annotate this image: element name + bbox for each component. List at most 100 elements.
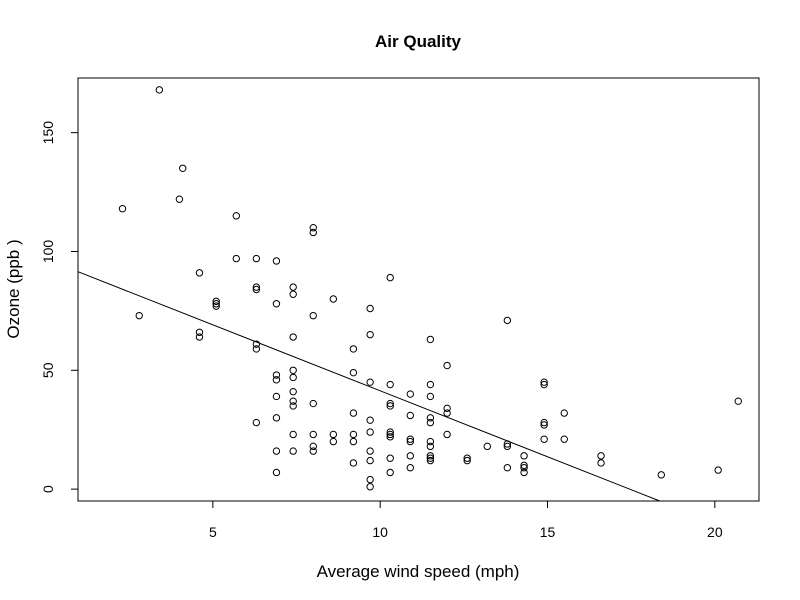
data-point: [272, 371, 281, 379]
data-point: [463, 456, 471, 465]
data-point: [406, 452, 415, 460]
data-point: [309, 430, 317, 439]
data-point: [406, 390, 415, 398]
data-point: [272, 468, 281, 477]
data-point: [443, 361, 451, 370]
data-point: [426, 380, 435, 389]
data-point: [252, 285, 261, 294]
data-point: [406, 437, 415, 446]
data-point: [366, 378, 374, 386]
data-point: [309, 447, 317, 455]
data-point: [540, 435, 548, 443]
data-point: [540, 380, 548, 389]
x-tick-label: 5: [209, 524, 217, 540]
data-point: [289, 333, 297, 341]
data-point: [426, 418, 435, 427]
data-point: [135, 311, 143, 320]
data-point: [309, 228, 317, 237]
data-point: [366, 416, 374, 424]
data-point: [406, 435, 415, 443]
data-point: [386, 454, 394, 462]
data-point: [386, 273, 394, 282]
data-point: [212, 302, 220, 310]
data-point: [289, 397, 297, 405]
data-point: [195, 269, 204, 277]
y-tick-label: 150: [40, 121, 56, 145]
data-point: [443, 409, 451, 417]
data-point: [349, 409, 358, 417]
regression-line: [77, 271, 660, 502]
data-point: [426, 452, 435, 460]
data-point: [734, 397, 742, 405]
data-point: [503, 464, 512, 472]
data-point: [560, 435, 568, 443]
data-point: [366, 456, 374, 465]
data-point: [289, 366, 297, 374]
data-point: [349, 437, 358, 446]
data-point: [272, 300, 281, 308]
data-point: [309, 399, 317, 408]
data-point: [179, 164, 187, 173]
y-axis: 0 50 100 150: [40, 121, 79, 493]
data-point: [329, 430, 338, 439]
data-point: [212, 297, 220, 306]
data-point: [520, 461, 528, 470]
data-point: [503, 316, 512, 325]
data-point: [386, 428, 394, 436]
data-point: [560, 409, 568, 417]
data-point: [597, 459, 605, 467]
data-point: [272, 257, 281, 265]
data-point: [252, 345, 261, 353]
data-point: [366, 475, 374, 484]
data-point: [329, 437, 338, 446]
data-point: [386, 430, 394, 439]
data-point: [426, 414, 435, 422]
y-tick-label: 0: [40, 485, 56, 493]
data-point: [520, 452, 528, 460]
data-point: [349, 430, 358, 439]
x-tick-label: 10: [372, 524, 388, 540]
data-point: [426, 456, 435, 465]
x-axis: 5 10 15 20: [209, 500, 723, 540]
data-point: [272, 447, 281, 455]
x-axis-label: Average wind speed (mph): [317, 562, 520, 581]
data-point: [366, 304, 374, 313]
data-point: [540, 421, 548, 429]
data-point: [386, 468, 394, 477]
data-point: [386, 402, 394, 410]
data-point: [463, 454, 471, 462]
data-point: [406, 464, 415, 472]
data-point: [289, 402, 297, 410]
data-point: [483, 442, 491, 451]
data-point: [443, 404, 451, 413]
data-point: [252, 254, 261, 263]
data-point: [366, 428, 374, 436]
data-point: [366, 330, 374, 339]
data-point: [349, 368, 358, 377]
data-point: [366, 483, 374, 491]
data-point: [232, 212, 240, 220]
data-point: [272, 392, 281, 401]
x-tick-label: 20: [707, 524, 723, 540]
data-point: [309, 224, 317, 232]
data-point: [540, 418, 548, 427]
chart-title: Air Quality: [375, 32, 462, 51]
data-point: [386, 399, 394, 408]
data-point: [426, 442, 435, 451]
data-point: [212, 300, 220, 308]
data-point: [252, 283, 261, 291]
data-point: [195, 333, 204, 341]
y-tick-label: 50: [40, 362, 56, 378]
data-point: [426, 392, 435, 401]
data-point: [252, 418, 261, 427]
data-point: [520, 468, 528, 477]
data-point: [252, 340, 261, 348]
data-point: [657, 471, 665, 479]
data-point: [272, 414, 281, 422]
points-layer: [118, 86, 742, 491]
data-point: [349, 345, 358, 353]
data-point: [289, 283, 297, 291]
data-point: [406, 411, 415, 420]
data-point: [329, 295, 338, 303]
